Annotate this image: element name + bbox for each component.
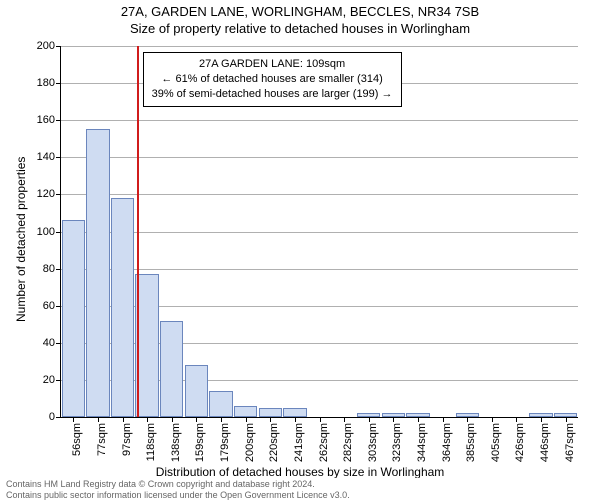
xtick-label: 262sqm — [318, 423, 330, 462]
xtick-mark — [516, 417, 517, 422]
chart-titles: 27A, GARDEN LANE, WORLINGHAM, BECCLES, N… — [0, 0, 600, 36]
ytick-mark — [56, 232, 61, 233]
xtick-label: 344sqm — [416, 423, 428, 462]
ytick-mark — [56, 194, 61, 195]
ytick-label: 180 — [37, 77, 55, 89]
ytick-mark — [56, 343, 61, 344]
histogram-bar — [135, 274, 158, 417]
ytick-label: 200 — [37, 40, 55, 52]
y-axis-label: Number of detached properties — [14, 156, 28, 321]
plot-area: 02040608010012014016018020056sqm77sqm97s… — [60, 46, 578, 418]
xtick-label: 303sqm — [367, 423, 379, 462]
ytick-mark — [56, 83, 61, 84]
xtick-label: 241sqm — [293, 423, 305, 462]
histogram-bar — [283, 408, 306, 417]
footer-attribution: Contains HM Land Registry data © Crown c… — [6, 478, 596, 500]
ytick-mark — [56, 46, 61, 47]
ytick-label: 80 — [43, 263, 55, 275]
xtick-mark — [123, 417, 124, 422]
xtick-mark — [443, 417, 444, 422]
xtick-label: 118sqm — [145, 423, 157, 461]
ytick-label: 100 — [37, 226, 55, 238]
ytick-mark — [56, 417, 61, 418]
annotation-line1: 27A GARDEN LANE: 109sqm — [152, 57, 393, 72]
xtick-mark — [467, 417, 468, 422]
xtick-label: 200sqm — [244, 423, 256, 462]
xtick-mark — [566, 417, 567, 422]
ytick-label: 60 — [43, 300, 55, 312]
footer-line2: Contains public sector information licen… — [6, 490, 596, 500]
xtick-mark — [221, 417, 222, 422]
xtick-label: 159sqm — [194, 423, 206, 462]
ytick-label: 160 — [37, 114, 55, 126]
xtick-mark — [295, 417, 296, 422]
xtick-label: 97sqm — [121, 423, 133, 456]
marker-line — [137, 46, 139, 417]
histogram-bar — [259, 408, 282, 417]
xtick-mark — [320, 417, 321, 422]
xtick-label: 138sqm — [170, 423, 182, 462]
histogram-bar — [185, 365, 208, 417]
ytick-label: 140 — [37, 151, 55, 163]
title-line2: Size of property relative to detached ho… — [0, 21, 600, 36]
xtick-label: 323sqm — [391, 423, 403, 462]
footer-line1: Contains HM Land Registry data © Crown c… — [6, 479, 596, 489]
xtick-mark — [172, 417, 173, 422]
ytick-mark — [56, 269, 61, 270]
ytick-mark — [56, 306, 61, 307]
xtick-mark — [196, 417, 197, 422]
xtick-mark — [270, 417, 271, 422]
xtick-label: 77sqm — [96, 423, 108, 456]
marker-annotation: 27A GARDEN LANE: 109sqm← 61% of detached… — [143, 52, 402, 107]
xtick-mark — [541, 417, 542, 422]
xtick-label: 220sqm — [268, 423, 280, 462]
title-line1: 27A, GARDEN LANE, WORLINGHAM, BECCLES, N… — [0, 4, 600, 19]
xtick-label: 364sqm — [441, 423, 453, 462]
histogram-bar — [234, 406, 257, 417]
ytick-mark — [56, 120, 61, 121]
x-axis-label: Distribution of detached houses by size … — [0, 465, 600, 479]
xtick-mark — [73, 417, 74, 422]
xtick-mark — [369, 417, 370, 422]
annotation-line3: 39% of semi-detached houses are larger (… — [152, 87, 393, 102]
xtick-label: 405sqm — [490, 423, 502, 462]
ytick-mark — [56, 380, 61, 381]
xtick-label: 446sqm — [539, 423, 551, 462]
histogram-bar — [86, 129, 109, 417]
xtick-mark — [147, 417, 148, 422]
histogram-bar — [111, 198, 134, 417]
xtick-label: 385sqm — [465, 423, 477, 462]
xtick-label: 467sqm — [564, 423, 576, 462]
histogram-bar — [62, 220, 85, 417]
ytick-mark — [56, 157, 61, 158]
xtick-label: 282sqm — [342, 423, 354, 462]
histogram-bar — [209, 391, 232, 417]
annotation-line2: ← 61% of detached houses are smaller (31… — [152, 72, 393, 87]
ytick-label: 20 — [43, 374, 55, 386]
xtick-label: 56sqm — [71, 423, 83, 456]
xtick-mark — [393, 417, 394, 422]
ytick-label: 40 — [43, 337, 55, 349]
xtick-mark — [418, 417, 419, 422]
xtick-label: 426sqm — [514, 423, 526, 462]
xtick-mark — [98, 417, 99, 422]
xtick-mark — [246, 417, 247, 422]
xtick-label: 179sqm — [219, 423, 231, 462]
xtick-mark — [344, 417, 345, 422]
histogram-bar — [160, 321, 183, 417]
ytick-label: 0 — [49, 411, 55, 423]
ytick-label: 120 — [37, 188, 55, 200]
xtick-mark — [492, 417, 493, 422]
